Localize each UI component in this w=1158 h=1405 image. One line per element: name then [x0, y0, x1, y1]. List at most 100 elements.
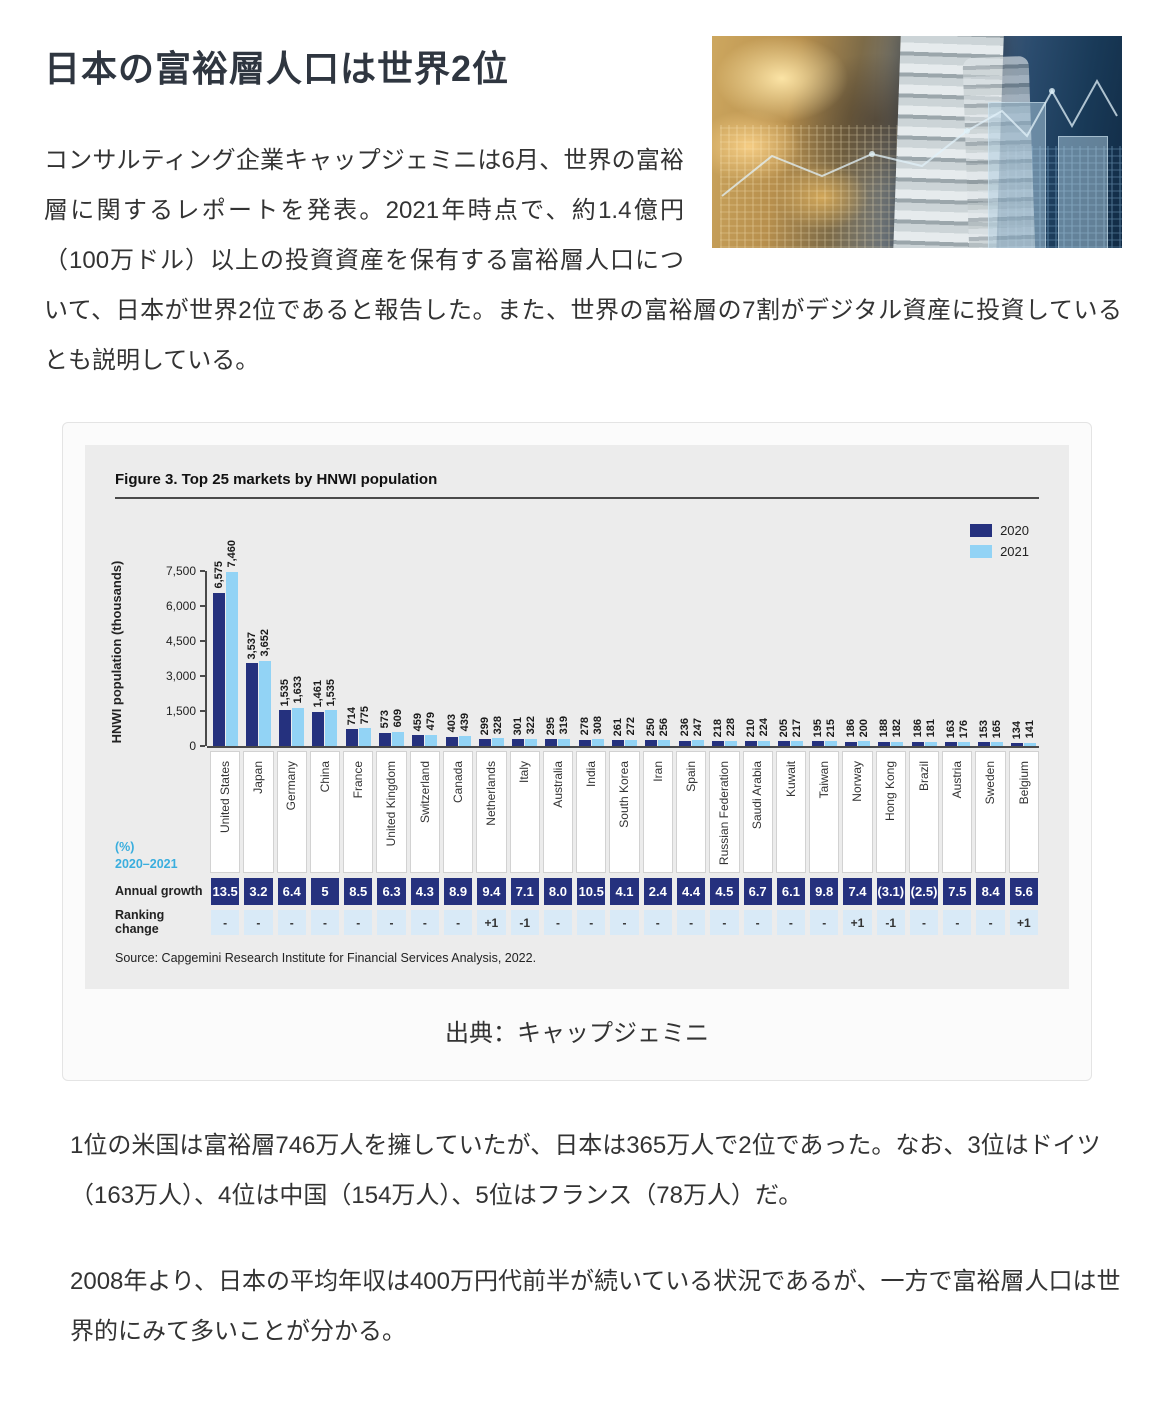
y-axis-tick: 6,000 [166, 599, 205, 613]
ranking-change-value: - [410, 910, 439, 935]
bar-value-label: 153 [978, 720, 991, 739]
bar-2021: 3,652 [258, 629, 271, 746]
bar-pair: 186 181 [909, 571, 939, 746]
country-label: Hong Kong [883, 761, 898, 822]
bar-2020: 205 [778, 719, 791, 746]
bar-value-label: 134 [1011, 720, 1024, 739]
market-column: 188 182 Hong Kong (3.1) -1 [875, 499, 906, 935]
y-axis-tick: 7,500 [166, 564, 205, 578]
bar-value-label: 1,633 [292, 676, 305, 704]
bar-2021: 217 [791, 719, 804, 746]
y-tick-mark [200, 605, 205, 607]
country-label-box: Canada [442, 751, 474, 873]
annual-growth-value: 7.5 [943, 878, 972, 905]
y-axis-tick: 1,500 [166, 704, 205, 718]
bar-2020: 403 [445, 714, 458, 746]
axis-country-spacer: (%) 2020–2021 [115, 751, 207, 873]
bar-value-label: 299 [478, 716, 491, 736]
country-label: South Korea [617, 761, 632, 828]
bar-value-label: 439 [458, 713, 471, 732]
country-label: United Kingdom [384, 761, 399, 847]
bar-2020: 210 [745, 719, 758, 746]
country-label-box: Germany [276, 751, 307, 873]
market-column: 1,535 1,633 Germany 6.4 - [276, 499, 307, 935]
country-label-box: United States [210, 751, 241, 873]
bar-2020: 236 [678, 718, 691, 746]
axis-column: HNWI population (thousands) 0 1,500 3,000 4… [109, 499, 207, 935]
annual-growth-value: (2.5) [909, 878, 939, 905]
bar-value-label: 573 [379, 710, 392, 729]
country-label-box: Japan [243, 751, 274, 873]
annual-growth-value: (3.1) [876, 878, 905, 905]
market-column: 261 272 South Korea 4.1 - [609, 499, 640, 935]
bar-pair: 236 247 [676, 571, 706, 746]
bar-pair: 205 217 [776, 571, 806, 746]
market-column: 205 217 Kuwait 6.1 - [775, 499, 807, 935]
country-label-box: Hong Kong [875, 751, 906, 873]
bar-2021: 200 [857, 719, 870, 746]
legend-item-2020: 2020 [970, 523, 1029, 538]
bar-value-label: 210 [745, 718, 758, 738]
y-tick-label: 4,500 [165, 634, 196, 648]
legend-item-2021: 2021 [970, 544, 1029, 559]
bar-2020: 186 [844, 719, 857, 746]
bar-pair: 299 328 [476, 571, 506, 746]
country-label-box: Norway [842, 751, 873, 873]
ranking-change-value: - [943, 910, 972, 935]
city-lights-decoration [720, 125, 909, 248]
overlay-bar-chart-icon [1058, 136, 1108, 248]
market-column: 459 479 Switzerland 4.3 - [409, 499, 440, 935]
bar-2021: 1,535 [325, 679, 338, 746]
market-column: 153 165 Sweden 8.4 - [975, 499, 1006, 935]
country-label-box: United Kingdom [376, 751, 407, 873]
bar-value-label: 278 [578, 717, 591, 736]
bar-value-label: 328 [491, 716, 504, 735]
legend-label: 2020 [1000, 523, 1029, 538]
ranking-change-value: - [810, 910, 839, 935]
ranking-change-value: - [743, 910, 772, 935]
bar-2021: 141 [1024, 720, 1037, 746]
country-label: China [317, 761, 332, 793]
bar-pair: 573 609 [376, 571, 406, 746]
country-label: United States [217, 761, 232, 834]
bar-pair: 714 775 [343, 571, 373, 746]
country-label: India [583, 761, 598, 788]
y-axis-tick: 4,500 [166, 634, 205, 648]
ranking-change-value: - [211, 910, 240, 935]
ranking-change-value: - [244, 910, 273, 935]
body-paragraph-2: 2008年より、日本の平均年収は400万円代前半が続いている状況であるが、一方で… [70, 1268, 1121, 1345]
market-column: 573 609 United Kingdom 6.3 - [376, 499, 407, 935]
country-label: Kuwait [783, 761, 798, 798]
ranking-change-value: -1 [876, 910, 905, 935]
bar-value-label: 163 [944, 719, 957, 739]
country-label-box: Belgium [1008, 751, 1040, 873]
y-tick-mark [200, 570, 205, 572]
bar-pair: 459 479 [410, 571, 440, 746]
market-column: 163 176 Austria 7.5 - [942, 499, 973, 935]
y-axis-tick: 3,000 [166, 669, 205, 683]
bar-2021: 319 [558, 716, 571, 746]
market-column: 250 256 Iran 2.4 - [642, 499, 673, 935]
bar-value-label: 228 [724, 718, 737, 737]
market-column: 210 224 Saudi Arabia 6.7 - [742, 499, 773, 935]
bar-pair: 1,535 1,633 [277, 571, 307, 746]
bar-value-label: 308 [591, 716, 604, 735]
annual-growth-value: 6.1 [776, 878, 806, 905]
ranking-change-value: - [543, 910, 573, 935]
bar-2020: 6,575 [212, 561, 225, 746]
country-label-box: France [343, 751, 374, 873]
bar-value-label: 1,535 [279, 678, 292, 707]
country-label: Iran [650, 761, 665, 782]
legend-swatch-2021 [970, 545, 993, 558]
market-column: 218 228 Russian Federation 4.5 - [709, 499, 740, 935]
x-axis-line [207, 746, 1039, 748]
hero-image [712, 36, 1122, 248]
market-column: 1,461 1,535 China 5 - [309, 499, 341, 935]
bar-value-label: 3,537 [245, 631, 258, 660]
market-column: 278 308 India 10.5 - [576, 499, 607, 935]
annual-growth-value: 6.3 [377, 878, 406, 905]
y-tick-mark [200, 745, 205, 747]
bar-2021: 247 [691, 718, 704, 746]
market-column: 6,575 7,460 United States 13.5 - [210, 499, 241, 935]
country-label-box: Saudi Arabia [742, 751, 773, 873]
